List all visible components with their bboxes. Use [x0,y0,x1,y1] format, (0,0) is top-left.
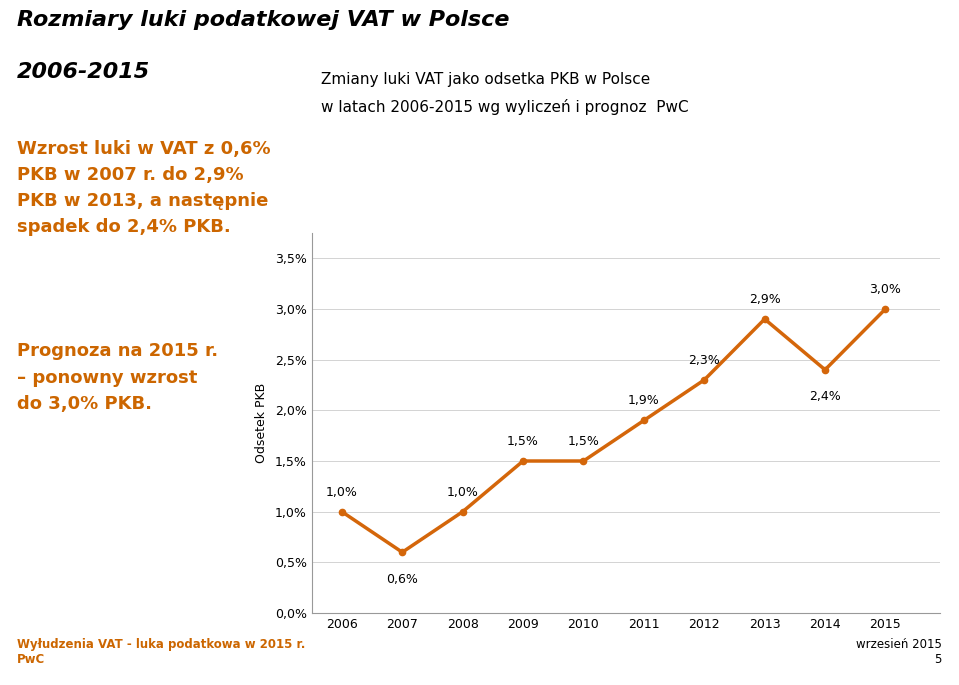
Text: 2,4%: 2,4% [809,390,841,403]
Text: 2,3%: 2,3% [689,353,720,366]
Text: wrzesień 2015
5: wrzesień 2015 5 [855,638,942,666]
Text: 2006-2015: 2006-2015 [17,62,151,82]
Text: 1,5%: 1,5% [507,435,539,448]
Text: Zmiany luki VAT jako odsetka PKB w Polsce: Zmiany luki VAT jako odsetka PKB w Polsc… [321,72,650,87]
Text: 1,0%: 1,0% [447,486,479,499]
Text: Wyłudzenia VAT - luka podatkowa w 2015 r.
PwC: Wyłudzenia VAT - luka podatkowa w 2015 r… [17,638,306,666]
Text: 1,9%: 1,9% [628,395,660,408]
Text: 0,6%: 0,6% [386,573,418,586]
Text: Rozmiary luki podatkowej VAT w Polsce: Rozmiary luki podatkowej VAT w Polsce [17,10,510,30]
Text: 1,0%: 1,0% [326,486,358,499]
Text: 1,5%: 1,5% [568,435,599,448]
Text: Wzrost luki w VAT z 0,6%
PKB w 2007 r. do 2,9%
PKB w 2013, a następnie
spadek do: Wzrost luki w VAT z 0,6% PKB w 2007 r. d… [17,140,270,236]
Y-axis label: Odsetek PKB: Odsetek PKB [255,383,268,463]
Text: w latach 2006-2015 wg wyliczeń i prognoz  PwC: w latach 2006-2015 wg wyliczeń i prognoz… [321,99,689,115]
Text: 3,0%: 3,0% [870,283,901,296]
Text: 2,9%: 2,9% [749,293,781,306]
Text: Prognoza na 2015 r.
– ponowny wzrost
do 3,0% PKB.: Prognoza na 2015 r. – ponowny wzrost do … [17,342,219,413]
